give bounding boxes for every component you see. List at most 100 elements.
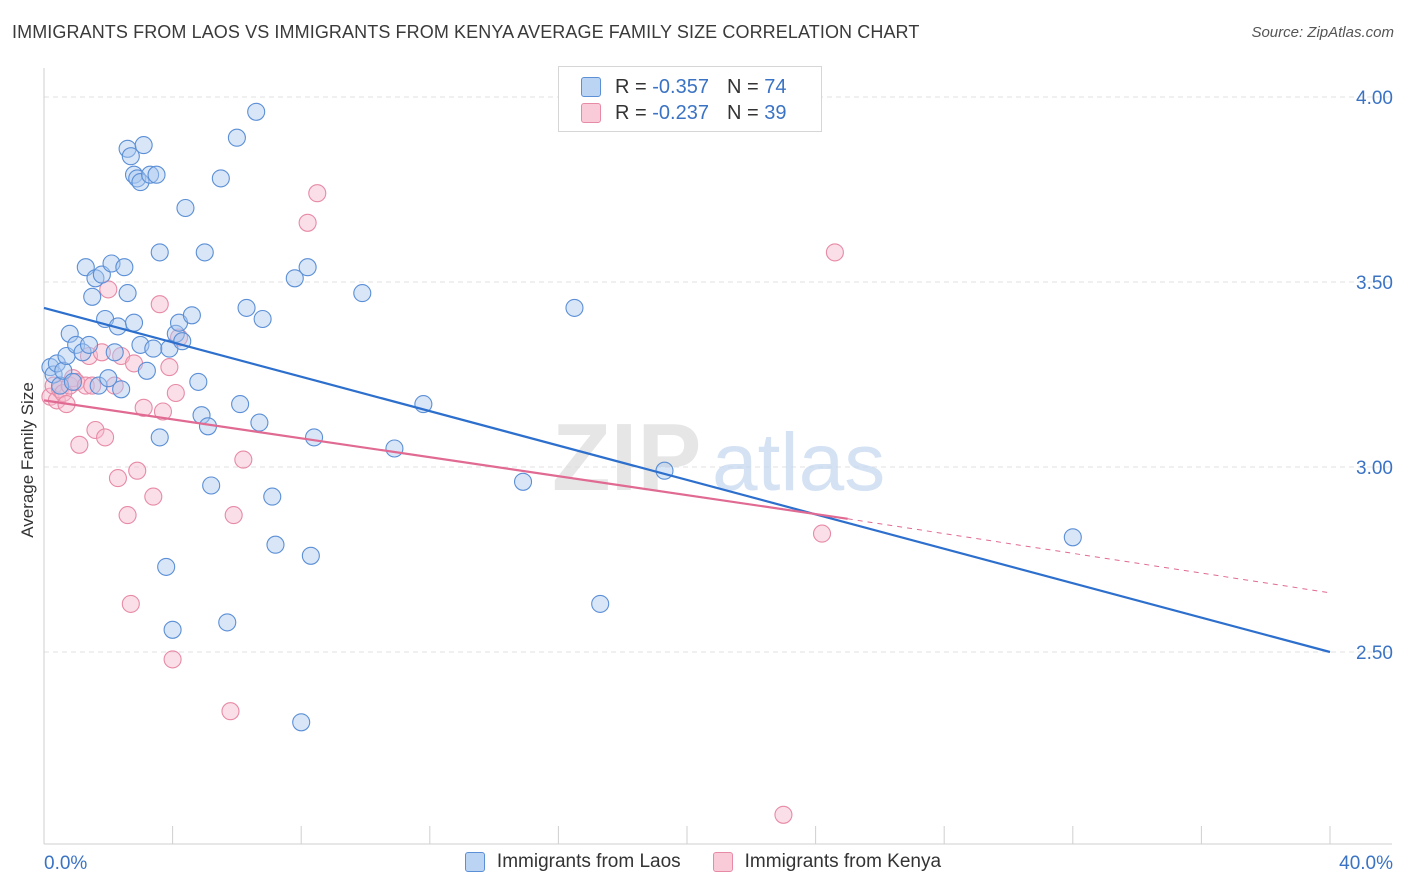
laos-r-value: -0.357 bbox=[652, 75, 709, 98]
kenya-point bbox=[825, 243, 844, 262]
laos-point bbox=[253, 309, 272, 329]
laos-point bbox=[131, 173, 150, 192]
laos-trend-line bbox=[43, 306, 1331, 654]
legend-row-kenya: R = -0.237 N = 39 bbox=[581, 101, 786, 125]
kenya-point bbox=[86, 420, 105, 440]
kenya-point bbox=[121, 594, 140, 613]
laos-point bbox=[44, 365, 63, 384]
laos-point bbox=[247, 102, 266, 121]
legend-r-label: R = bbox=[615, 101, 647, 124]
chart-title: IMMIGRANTS FROM LAOS VS IMMIGRANTS FROM … bbox=[12, 22, 920, 42]
laos-point bbox=[157, 557, 176, 576]
kenya-point bbox=[150, 295, 169, 314]
kenya-point bbox=[234, 450, 253, 469]
laos-point bbox=[285, 269, 304, 288]
kenya-point bbox=[96, 428, 115, 447]
laos-point bbox=[591, 594, 610, 613]
kenya-point bbox=[163, 650, 182, 669]
laos-point bbox=[176, 198, 195, 218]
laos-point bbox=[565, 298, 584, 317]
laos-point bbox=[134, 136, 153, 155]
x-tick-labels: 0.0% 40.0% bbox=[44, 853, 1393, 874]
laos-point bbox=[67, 335, 86, 354]
laos-point bbox=[513, 472, 533, 491]
trend-lines bbox=[43, 306, 1331, 654]
kenya-point bbox=[153, 402, 173, 421]
kenya-point bbox=[108, 469, 127, 488]
laos-point bbox=[195, 243, 214, 262]
kenya-point bbox=[224, 506, 243, 525]
laos-point bbox=[218, 613, 237, 632]
laos-n-value: 74 bbox=[764, 75, 787, 98]
kenya-point bbox=[118, 506, 137, 525]
laos-point bbox=[73, 343, 92, 362]
laos-point bbox=[211, 169, 230, 188]
kenya-points bbox=[41, 184, 844, 824]
laos-point bbox=[202, 476, 221, 495]
kenya-point bbox=[812, 524, 832, 543]
laos-point bbox=[63, 372, 82, 391]
laos-point bbox=[301, 546, 320, 565]
laos-points bbox=[41, 102, 1082, 732]
laos-point bbox=[137, 361, 156, 380]
laos-point bbox=[385, 439, 404, 458]
legend-r-label: R = bbox=[615, 75, 647, 98]
correlation-legend: R = -0.357 N = 74 R = -0.237 N = 39 bbox=[558, 66, 822, 132]
y-tick-label: 3.00 bbox=[1356, 458, 1393, 479]
laos-point bbox=[231, 395, 250, 414]
laos-point bbox=[298, 258, 317, 277]
laos-point bbox=[182, 306, 201, 325]
laos-point bbox=[115, 258, 134, 277]
laos-point bbox=[79, 335, 99, 354]
laos-point bbox=[266, 535, 285, 554]
kenya-point bbox=[144, 487, 163, 506]
kenya-point bbox=[298, 213, 317, 232]
series-legend: Immigrants from Laos Immigrants from Ken… bbox=[0, 851, 1406, 873]
laos-point bbox=[121, 147, 140, 166]
laos-point bbox=[292, 713, 311, 732]
laos-point bbox=[105, 343, 124, 362]
laos-point bbox=[112, 380, 131, 399]
laos-swatch bbox=[581, 77, 601, 97]
kenya-point bbox=[83, 376, 102, 395]
laos-point bbox=[237, 298, 256, 317]
laos-point bbox=[99, 369, 118, 388]
legend-row-laos: R = -0.357 N = 74 bbox=[581, 75, 786, 99]
kenya-trend-extension bbox=[847, 518, 1331, 594]
source-label: Source: ZipAtlas.com bbox=[1251, 24, 1394, 41]
legend-item-laos: Immigrants from Laos bbox=[464, 851, 681, 873]
x-tick-label-start: 0.0% bbox=[44, 853, 87, 874]
laos-point bbox=[305, 428, 324, 447]
laos-point bbox=[150, 428, 169, 447]
kenya-point bbox=[221, 702, 240, 721]
laos-point bbox=[189, 372, 208, 391]
kenya-point bbox=[774, 805, 793, 824]
laos-point bbox=[1063, 528, 1082, 547]
laos-point bbox=[118, 284, 137, 303]
kenya-point bbox=[128, 461, 147, 480]
laos-point bbox=[124, 313, 144, 332]
kenya-swatch bbox=[581, 103, 601, 123]
y-tick-label: 4.00 bbox=[1356, 88, 1393, 109]
laos-point bbox=[83, 287, 102, 306]
laos-legend-label: Immigrants from Laos bbox=[496, 851, 681, 872]
legend-n-label: N = bbox=[726, 75, 759, 98]
laos-point bbox=[227, 128, 246, 147]
y-tick-labels: 2.50 3.00 3.50 4.00 bbox=[1356, 88, 1393, 664]
laos-point bbox=[353, 284, 372, 303]
laos-point bbox=[141, 165, 160, 184]
kenya-point bbox=[308, 184, 327, 203]
laos-point bbox=[150, 243, 169, 262]
kenya-n-value: 39 bbox=[764, 101, 787, 124]
kenya-point bbox=[160, 358, 179, 377]
kenya-point bbox=[134, 398, 153, 417]
grid-lines bbox=[44, 96, 1392, 653]
axes bbox=[43, 68, 1392, 845]
laos-point bbox=[47, 354, 66, 373]
laos-point bbox=[147, 165, 166, 184]
y-tick-label: 3.50 bbox=[1356, 273, 1393, 294]
kenya-point bbox=[166, 383, 185, 403]
laos-point bbox=[144, 339, 163, 358]
laos-point bbox=[89, 376, 108, 395]
laos-point bbox=[163, 620, 182, 639]
